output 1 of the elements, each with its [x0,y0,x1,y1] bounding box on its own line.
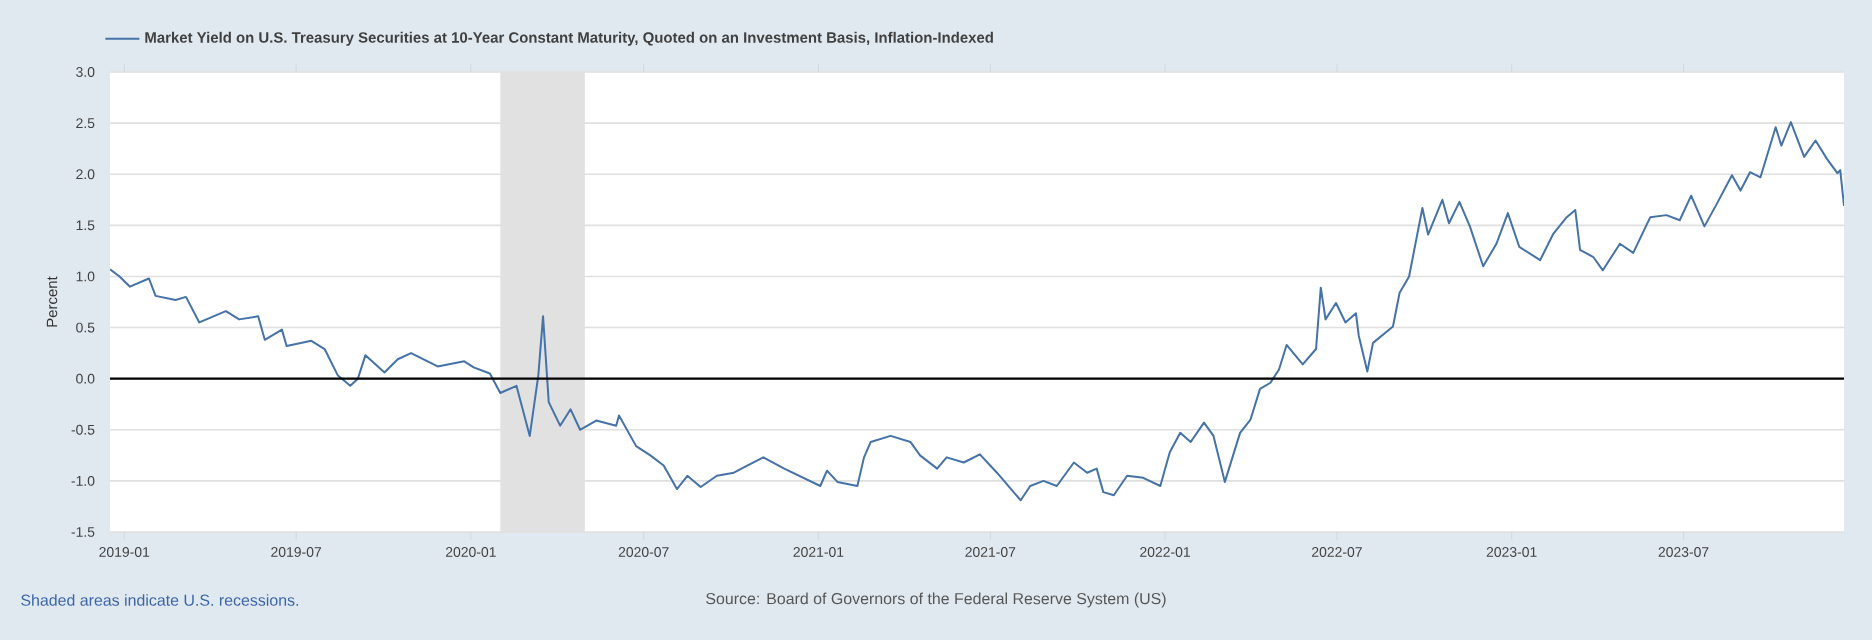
line-series [110,121,1845,502]
